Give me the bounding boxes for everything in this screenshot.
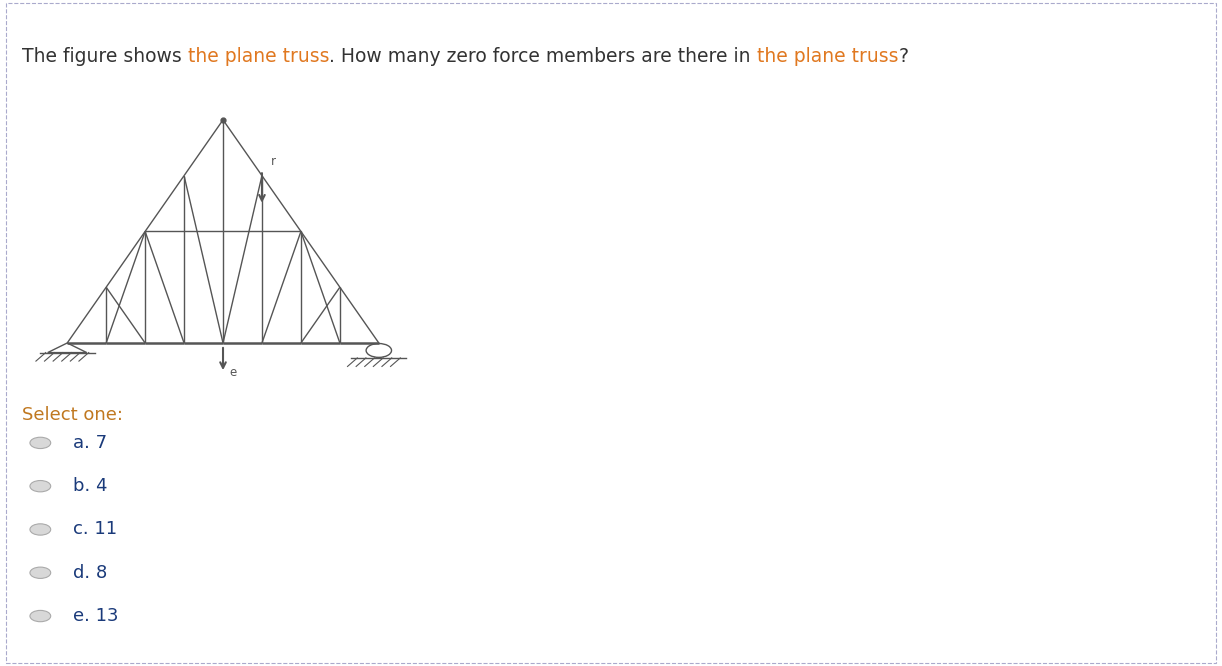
Text: b. 4: b. 4 [73, 477, 108, 496]
Text: the plane truss: the plane truss [756, 47, 898, 66]
Text: a. 7: a. 7 [73, 434, 108, 452]
Circle shape [29, 437, 51, 449]
Circle shape [29, 481, 51, 492]
Text: e. 13: e. 13 [73, 607, 119, 625]
Text: ?: ? [898, 47, 908, 66]
Text: . How many zero force members are there in: . How many zero force members are there … [329, 47, 756, 66]
Text: the plane truss: the plane truss [188, 47, 329, 66]
Text: Select one:: Select one: [22, 406, 123, 424]
Circle shape [29, 567, 51, 578]
Text: r: r [270, 155, 275, 168]
Text: The figure shows: The figure shows [22, 47, 188, 66]
Circle shape [29, 610, 51, 622]
Text: e: e [230, 366, 236, 380]
Circle shape [29, 523, 51, 535]
Text: d. 8: d. 8 [73, 563, 108, 582]
Text: c. 11: c. 11 [73, 520, 117, 539]
